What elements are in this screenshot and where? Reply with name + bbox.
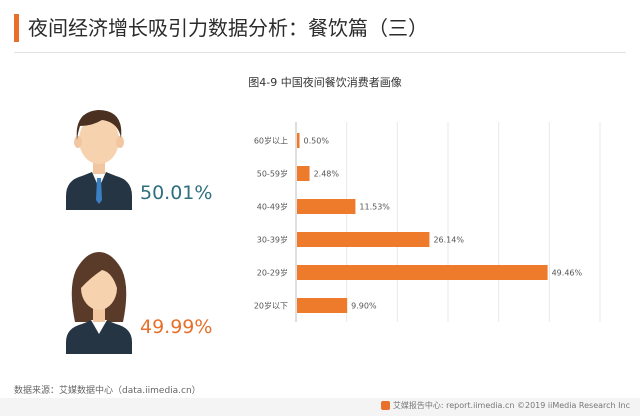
bar [297, 166, 310, 181]
data-label: 11.53% [359, 203, 390, 212]
iimedia-logo-icon [380, 401, 390, 410]
data-label: 0.50% [304, 137, 330, 146]
chart-title: 图4-9 中国夜间餐饮消费者画像 [248, 76, 402, 89]
footer-text: 艾媒报告中心: report.iimedia.cn ©2019 iiMedia … [392, 401, 630, 410]
title-accent-bar [14, 14, 19, 42]
female-avatar-icon [62, 248, 136, 354]
category-label: 50-59岁 [257, 169, 288, 179]
category-label: 40-49岁 [257, 202, 288, 212]
data-label: 9.90% [351, 302, 377, 311]
data-label: 2.48% [314, 170, 340, 179]
data-label: 26.14% [433, 236, 464, 245]
bar [297, 265, 548, 280]
bar [297, 199, 356, 214]
footer-band [0, 398, 640, 416]
data-label: 49.46% [552, 269, 583, 278]
male-avatar-icon [62, 104, 136, 210]
female-percentage: 49.99% [140, 316, 213, 338]
title-divider [14, 52, 626, 53]
page-title: 夜间经济增长吸引力数据分析：餐饮篇（三） [28, 16, 428, 40]
category-label: 60岁以上 [254, 136, 288, 146]
footer: 艾媒报告中心: report.iimedia.cn ©2019 iiMedia … [380, 400, 630, 412]
male-percentage: 50.01% [140, 182, 213, 204]
category-label: 30-39岁 [257, 235, 288, 245]
bar [297, 232, 430, 247]
bar [297, 298, 348, 313]
data-source: 数据来源：艾媒数据中心（data.iimedia.cn） [14, 386, 201, 396]
category-label: 20-29岁 [257, 268, 288, 278]
category-label: 20岁以下 [254, 301, 288, 311]
bar [297, 133, 300, 148]
